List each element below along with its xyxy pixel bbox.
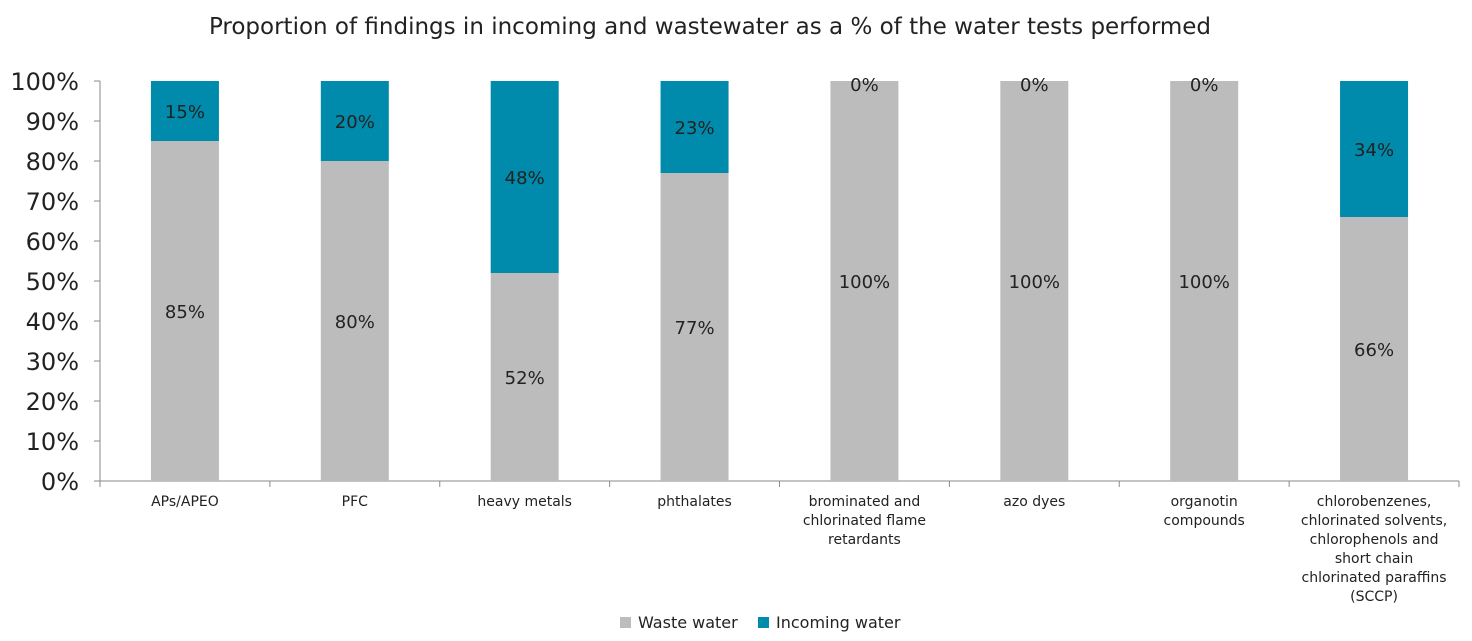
y-tick-label: 0% [41, 468, 79, 496]
x-tick-label: azo dyes [1003, 494, 1065, 510]
x-tick-label-line: organotin [1171, 494, 1238, 510]
x-tick-label-line: phthalates [657, 494, 732, 510]
legend: Waste water Incoming water [620, 613, 901, 632]
data-label: 100% [839, 272, 890, 293]
bar-incoming-water [320, 81, 389, 161]
data-label: 20% [335, 112, 375, 133]
x-axis: APs/APEO PFC heavy metals phthalates bromina… [99, 480, 1460, 605]
y-tick-label: 30% [26, 348, 79, 376]
x-tick-label-line: chlorophenols and [1310, 532, 1439, 548]
legend-swatch [758, 617, 769, 628]
y-tick-label: 50% [26, 268, 79, 296]
data-label: 66% [1354, 340, 1394, 361]
x-tick-label-line: brominated and [809, 494, 921, 510]
x-tick-label-line: short chain [1335, 551, 1413, 567]
bar-waste-water [320, 161, 389, 481]
x-tick-label: brominated and chlorinated flame retardant… [803, 494, 926, 548]
chart-title: Proportion of findings in incoming and w… [209, 14, 1211, 40]
bar-waste-water [1340, 217, 1409, 481]
y-tick-label: 80% [26, 148, 79, 176]
bar-waste-water [830, 81, 899, 481]
y-tick-label: 40% [26, 308, 79, 336]
y-tick-label: 10% [26, 428, 79, 456]
bar-waste-water [490, 273, 559, 481]
bar-waste-water [1000, 81, 1069, 481]
bar-waste-water [660, 173, 729, 481]
data-label: 34% [1354, 140, 1394, 161]
x-tick-label-line: chlorobenzenes, [1317, 494, 1432, 510]
data-label: 52% [505, 368, 545, 389]
x-tick-label-line: azo dyes [1003, 494, 1065, 510]
legend-label: Incoming water [776, 613, 901, 632]
legend-swatch [620, 617, 631, 628]
data-label: 0% [1190, 75, 1219, 96]
data-label: 100% [1178, 272, 1229, 293]
data-label: 80% [335, 312, 375, 333]
data-label: 15% [165, 102, 205, 123]
y-tick-label: 100% [10, 68, 79, 96]
y-tick-label: 70% [26, 188, 79, 216]
x-tick-label-line: retardants [828, 532, 901, 548]
bar-waste-water [150, 141, 219, 481]
x-tick-label: heavy metals [477, 494, 572, 510]
y-axis: 0% 10% 20% 30% 40% 50% 60% 70% 80% 90% 100% [10, 68, 101, 496]
x-tick-label-line: heavy metals [477, 494, 572, 510]
x-tick-label: APs/APEO [151, 494, 219, 510]
x-tick-label: organotin compounds [1164, 494, 1245, 529]
data-label: 77% [675, 318, 715, 339]
x-tick-label-line: PFC [342, 494, 368, 510]
x-tick-label-line: (SCCP) [1350, 589, 1398, 605]
data-label: 0% [1020, 75, 1049, 96]
x-tick-label: PFC [342, 494, 368, 510]
bar-incoming-water [660, 81, 729, 173]
y-tick-label: 20% [26, 388, 79, 416]
x-tick-label-line: APs/APEO [151, 494, 219, 510]
x-tick-label-line: compounds [1164, 513, 1245, 529]
x-tick-label-line: chlorinated flame [803, 513, 926, 529]
data-label: 23% [675, 118, 715, 139]
legend-label: Waste water [638, 613, 738, 632]
x-tick-label-line: chlorinated solvents, [1301, 513, 1447, 529]
x-tick-label: phthalates [657, 494, 732, 510]
bar-incoming-water [150, 81, 219, 141]
bars [150, 81, 1409, 481]
bar-incoming-water [490, 81, 559, 273]
x-tick-label-line: chlorinated paraffins [1302, 570, 1447, 586]
y-tick-label: 60% [26, 228, 79, 256]
bar-waste-water [1170, 81, 1239, 481]
data-label: 48% [505, 168, 545, 189]
data-label: 0% [850, 75, 879, 96]
bar-incoming-water [1340, 81, 1409, 217]
y-tick-label: 90% [26, 108, 79, 136]
data-label: 85% [165, 302, 205, 323]
x-tick-label: chlorobenzenes, chlorinated solvents, chlo… [1301, 494, 1447, 605]
data-labels: 85% 15% 80% 20% 52% 48% 77% 23% 100% 0% 100% 0% 100%… [165, 75, 1394, 389]
data-label: 100% [1009, 272, 1060, 293]
